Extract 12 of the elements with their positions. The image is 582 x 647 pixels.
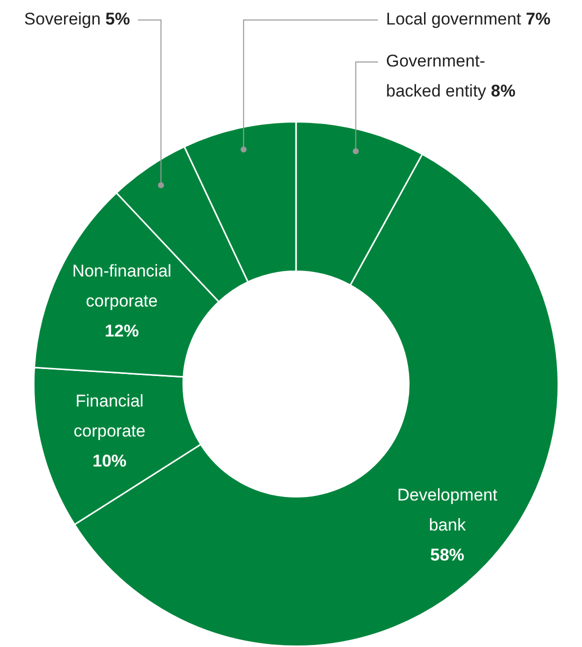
slice-label: Local government <box>386 10 526 29</box>
slice-label: Financial corporate <box>74 392 146 441</box>
data-label: 12% <box>104 322 139 341</box>
slice-label: Government-backed entity <box>386 52 491 101</box>
slice-label: Development bank <box>397 486 498 535</box>
data-label: 8% <box>490 82 516 101</box>
data-label: 5% <box>105 10 130 29</box>
slice-label: Non-financial corporate <box>72 262 172 311</box>
data-label: 7% <box>526 10 550 29</box>
data-label: 58% <box>430 546 464 565</box>
slice-label: Sovereign <box>24 10 106 29</box>
data-label: 10% <box>92 452 127 471</box>
